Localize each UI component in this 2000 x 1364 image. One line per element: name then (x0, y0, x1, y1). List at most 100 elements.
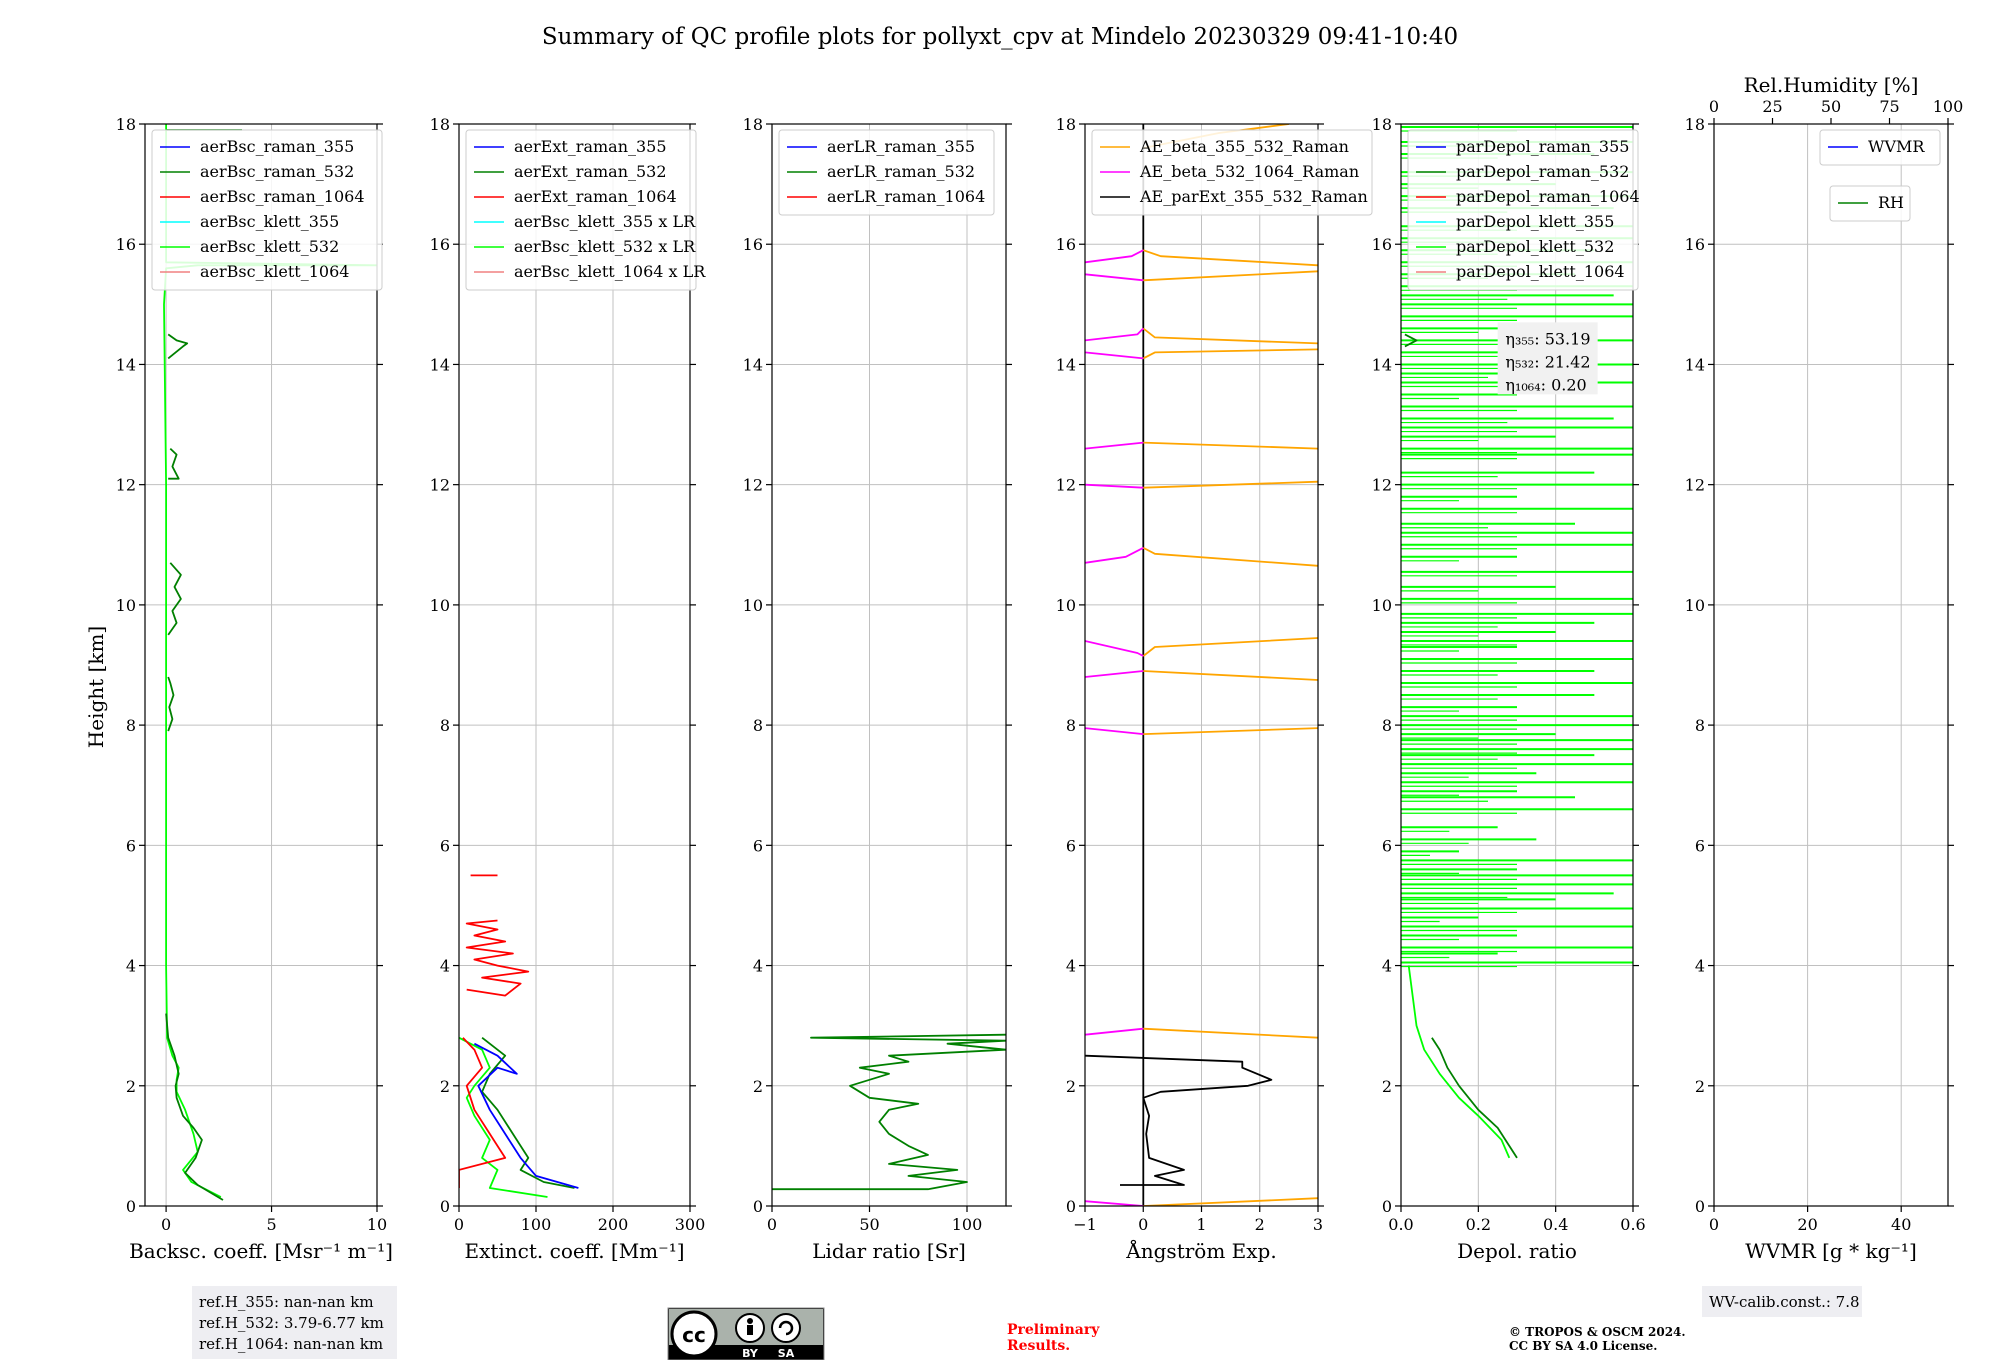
y-tick-label: 8 (126, 716, 136, 735)
panel-data (772, 1033, 1006, 1191)
y-tick-label: 16 (1372, 235, 1392, 254)
series-aerBsc_raman_532 (167, 333, 189, 360)
annotation-line: ref.H_1064: nan-nan km (199, 1335, 383, 1353)
y-tick-label: 10 (743, 596, 763, 615)
x-tick-label: 40 (1891, 1215, 1911, 1234)
legend-box (1819, 129, 1941, 166)
series-AE_beta_355_532_Raman (1143, 249, 1318, 267)
legend: RH (1829, 185, 1911, 222)
x-tick-label: 2 (1255, 1215, 1265, 1234)
eta-value: η₅₃₂: 21.42 (1505, 352, 1590, 371)
y-tick-label: 2 (126, 1077, 136, 1096)
x-tick-label: 100 (521, 1215, 552, 1234)
y-tick-label: 14 (743, 355, 763, 374)
y-tick-label: 18 (1372, 115, 1392, 134)
y-tick-label: 8 (1695, 716, 1705, 735)
annotation-line: ref.H_532: 3.79-6.77 km (199, 1314, 384, 1332)
preliminary-line2: Results. (1007, 1338, 1070, 1354)
legend-label: WVMR (1868, 137, 1925, 156)
series-aerExt_raman_1064 (465, 919, 530, 997)
x-tick-label: 50 (859, 1215, 879, 1234)
x-tick-label: 10 (367, 1215, 387, 1234)
legend-label: aerExt_raman_355 (514, 137, 667, 156)
top-axis-label: Rel.Humidity [%] (1744, 73, 1919, 97)
y-tick-label: 8 (1066, 716, 1076, 735)
series-AE_beta_355_532_Raman (1142, 547, 1318, 567)
series-AE_beta_532_1064_Raman (1085, 273, 1144, 282)
x-axis-label: WVMR [g * kg⁻¹] (1745, 1239, 1917, 1263)
annotation-line: WV-calib.const.: 7.8 (1709, 1293, 1860, 1311)
eta-box: η₃₅₅: 53.19 η₅₃₂: 21.42 η₁₀₆₄: 0.20 (1497, 322, 1598, 395)
annotation-bg (192, 1286, 397, 1359)
x-axis-label: Backsc. coeff. [Msr⁻¹ m⁻¹] (129, 1239, 393, 1263)
series-AE_beta_355_532_Raman (1143, 670, 1318, 681)
legend-label: aerLR_raman_532 (827, 162, 975, 181)
series-AE_beta_532_1064_Raman (1085, 727, 1144, 735)
by-icon-head (747, 1318, 753, 1324)
x-axis-label: Ångström Exp. (1125, 1238, 1276, 1263)
panel-frame (771, 123, 1007, 1207)
legend-box (151, 129, 383, 291)
x-axis-label: Depol. ratio (1457, 1239, 1577, 1263)
series-aerBsc_raman_532 (168, 447, 180, 480)
y-tick-label: 4 (1695, 957, 1705, 976)
legend-label: AE_beta_355_532_Raman (1139, 137, 1349, 156)
x-tick-label: 0.4 (1543, 1215, 1568, 1234)
legend: WVMR (1819, 129, 1941, 166)
legend-label: aerBsc_raman_355 (200, 137, 354, 156)
series-AE_parExt_355_532_Raman (1085, 1054, 1273, 1186)
legend-label: parDepol_klett_532 (1456, 237, 1614, 256)
series-AE_beta_532_1064_Raman (1085, 441, 1144, 450)
x-tick-label: 0.0 (1388, 1215, 1413, 1234)
series-AE_beta_355_532_Raman (1143, 1027, 1318, 1039)
panel-frame (144, 123, 378, 1207)
legend-label: aerExt_raman_532 (514, 162, 667, 181)
height-axis-label: Height [km] (84, 626, 108, 748)
y-tick-label: 14 (1056, 355, 1076, 374)
legend-label: aerBsc_raman_1064 (200, 187, 365, 206)
legend-label: aerBsc_klett_532 (200, 237, 339, 256)
series-parDepol_raman_532 (1404, 333, 1418, 348)
panel-p1: 0 5 10 Backsc. coeff. [Msr⁻¹ m⁻¹] 0 2 4 6 8 10 12 1… (116, 115, 397, 1359)
series-AE_beta_355_532_Raman (1142, 348, 1318, 360)
y-tick-label: 18 (1685, 115, 1705, 134)
y-tick-label: 10 (1372, 596, 1392, 615)
x-tick-label: 0 (1709, 1215, 1719, 1234)
series-aerExt_raman_1064 (459, 1037, 507, 1188)
series-AE_beta_532_1064_Raman (1085, 483, 1144, 489)
y-tick-label: 4 (440, 957, 450, 976)
x-tick-label: −1 (1073, 1215, 1097, 1234)
y-tick-label: 18 (430, 115, 450, 134)
legend-label: aerBsc_klett_532 x LR (514, 237, 696, 256)
y-tick-label: 18 (116, 115, 136, 134)
legend-box (1407, 129, 1639, 291)
y-tick-label: 6 (1066, 836, 1076, 855)
y-tick-label: 12 (116, 476, 136, 495)
series-AE_beta_532_1064_Raman (1085, 1027, 1144, 1036)
legend: parDepol_raman_355 parDepol_raman_532 parD… (1407, 129, 1640, 291)
y-tick-label: 10 (1056, 596, 1076, 615)
annotation-line: ref.H_355: nan-nan km (199, 1293, 374, 1311)
series-AE_beta_355_532_Raman (1143, 480, 1318, 489)
y-tick-label: 12 (1056, 476, 1076, 495)
legend-label: parDepol_raman_355 (1456, 137, 1629, 156)
x-tick-label: 0.6 (1620, 1215, 1645, 1234)
y-tick-label: 14 (430, 355, 450, 374)
series-aerExt_raman_532 (481, 1036, 575, 1189)
series-aerLR_raman_532 (772, 1033, 1006, 1191)
y-tick-label: 10 (430, 596, 450, 615)
legend-label: aerBsc_raman_532 (200, 162, 354, 181)
series-aerBsc_klett_532 x LR (459, 1036, 548, 1198)
preliminary-line1: Preliminary (1007, 1322, 1100, 1338)
panel-p5: 0.0 0.2 0.4 0.6 Depol. ratio 0 2 4 6 8 10 12 14 16 18 p… (1372, 115, 1646, 1263)
series-aerBsc_raman_532 (165, 1013, 224, 1201)
cc-icon-text: cc (682, 1323, 706, 1347)
top-x-tick-label: 25 (1762, 97, 1782, 116)
series-aerBsc_raman_532 (167, 562, 182, 636)
legend-label: AE_parExt_355_532_Raman (1139, 187, 1368, 206)
annotation-box: ref.H_355: nan-nan km ref.H_532: 3.79-6.7… (192, 1286, 397, 1359)
x-tick-label: 300 (675, 1215, 706, 1234)
